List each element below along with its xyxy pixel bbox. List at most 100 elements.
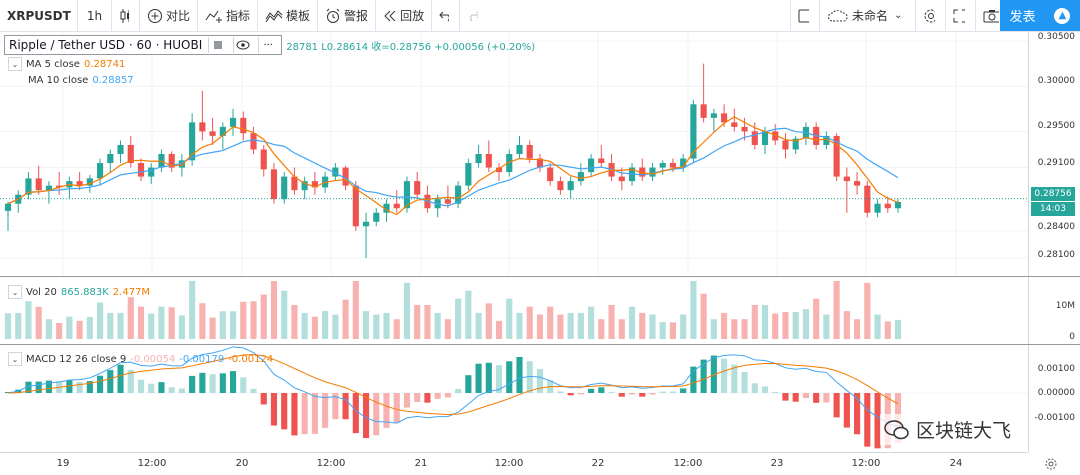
volume-axis[interactable]: 10M 0 [1028,277,1080,344]
fullscreen-button[interactable] [946,0,976,31]
volume-bar [639,312,646,339]
time-axis[interactable]: 19 12:00 20 12:00 21 12:00 22 12:00 23 1… [0,452,1028,475]
volume-bar [127,297,134,339]
time-tick: 22 [591,458,605,469]
chevron-down-icon[interactable]: ⌄ [8,57,22,71]
volume-chart[interactable] [0,277,1028,344]
layout-name-button[interactable]: 未命名 ⌄ [820,0,916,31]
chart-type-button[interactable] [112,0,140,31]
price-pane[interactable] [0,32,1028,276]
candle [383,203,390,213]
chevron-down-icon[interactable]: ⌄ [8,352,22,366]
macd-chart[interactable] [0,345,1028,452]
volume-bar [301,312,308,339]
redo-icon [470,11,479,21]
macd-histogram-bar [281,393,288,430]
macd-legend[interactable]: ⌄ MACD 12 26 close 9 -0.00054 -0.00179 -… [8,352,273,366]
volume-bar [567,312,574,339]
expand-icon [953,9,965,22]
candle [393,203,400,209]
macd-axis[interactable]: 0.00100 0.00000 -0.00100 [1028,345,1080,452]
macd-histogram-bar [45,380,52,393]
replay-label: 回放 [400,9,425,23]
macd-histogram-bar [362,393,370,439]
current-price-tag: 0.28756 [1031,187,1075,201]
watermark-text: 区块链大飞 [916,420,1012,442]
ma10-line [7,127,899,207]
macd-pane[interactable] [0,345,1028,452]
undo-button[interactable] [432,0,461,31]
undo-icon [439,11,450,21]
fullscreen-toggle-button[interactable] [790,0,820,31]
chart-settings-button[interactable] [1044,456,1058,475]
macd-histogram-bar [209,374,216,393]
candle [854,181,861,186]
macd-histogram-bar [434,393,441,399]
interval-button[interactable]: 1h [78,0,112,31]
price-tick: 0.29500 [1037,121,1075,131]
volume-bar [35,306,42,339]
volume-bar [434,312,441,339]
pane-separator[interactable] [0,276,1080,277]
volume-pane[interactable] [0,277,1028,344]
volume-bar [4,313,12,339]
indicators-button[interactable]: 指标 [198,0,259,31]
price-tick: 0.30500 [1037,32,1075,42]
templates-button[interactable]: 模板 [258,0,319,31]
candle [373,212,380,222]
candle [403,181,411,209]
candle [240,117,247,134]
symbol-legend[interactable]: Ripple / Tether USD · 60 · HUOBI ··· [4,35,283,55]
chevron-down-icon[interactable]: ⌄ [8,285,22,299]
candle [690,104,697,159]
candle [547,167,554,182]
macd-histogram-bar [86,381,93,393]
macd-histogram-bar [557,391,564,393]
pane-separator[interactable] [0,344,1080,345]
redo-button[interactable] [460,0,488,31]
ma5-legend[interactable]: ⌄ MA 5 close 0.28741 [8,57,125,71]
candle [884,203,891,209]
replay-button[interactable]: 回放 [376,0,433,31]
volume-bar [158,306,165,339]
macd-histogram-bar [608,391,615,393]
compare-button[interactable]: 对比 [140,0,199,31]
volume-legend[interactable]: ⌄ Vol 20 865.883K 2.477M [8,285,150,299]
macd-histogram-bar [444,393,451,398]
candle [281,176,288,200]
macd-histogram-bar [424,393,431,403]
volume-bar [137,306,145,339]
volume-bar [792,312,799,339]
time-tick: 19 [56,458,70,469]
volume-bar [383,312,390,339]
ma10-label: MA 10 close [28,75,89,86]
candle [782,140,789,150]
macd-histogram-bar [680,388,687,393]
volume-bar [506,298,513,339]
price-axis[interactable]: 0.30500 0.30000 0.29500 0.29100 0.28400 … [1028,32,1080,276]
volume-bar [659,322,666,339]
eye-icon[interactable] [233,37,252,53]
hide-icon[interactable] [208,37,227,53]
candle [557,181,564,191]
candle [414,181,421,195]
candle [168,154,175,168]
more-icon[interactable]: ··· [258,37,277,53]
price-chart[interactable] [0,32,1028,276]
volume-bar [802,309,809,339]
macd-histogram-bar [833,393,840,418]
ma10-legend[interactable]: MA 10 close 0.28857 [28,75,134,86]
candle [311,181,318,188]
alert-button[interactable]: 警报 [318,0,377,31]
volume-bar [424,304,431,339]
time-tick: 12:00 [494,458,524,469]
macd-histogram-bar [270,393,278,426]
publish-button[interactable]: 发表 ▲ [1000,0,1080,31]
time-tick: 20 [235,458,249,469]
candle [588,158,595,173]
symbol-search-button[interactable]: XRPUSDT [0,0,78,31]
candle [485,154,492,168]
macd-histogram-bar [751,383,758,393]
macd-histogram-bar [843,393,850,428]
settings-button[interactable] [916,0,946,31]
